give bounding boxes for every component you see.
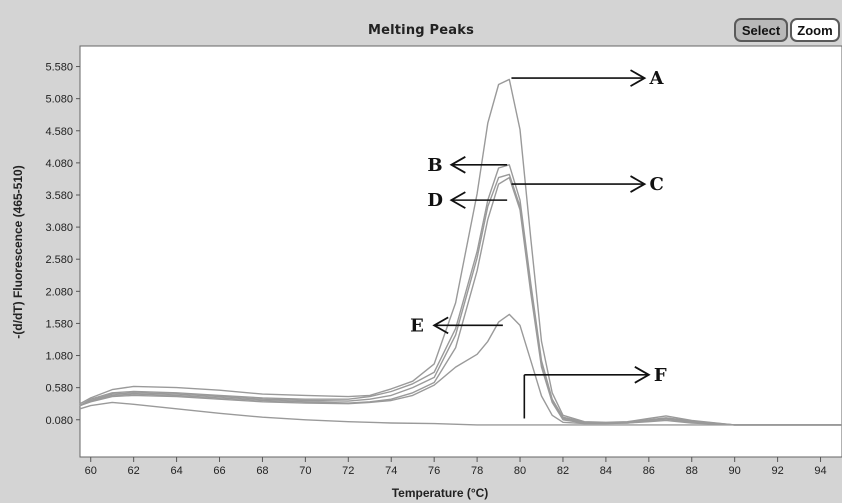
y-tick-label: 2.580 (45, 254, 73, 266)
annotation-arrowhead-d (449, 191, 466, 209)
select-button[interactable]: Select (734, 18, 788, 42)
y-tick-label: 5.580 (45, 62, 73, 74)
annotation-label-c: C (650, 174, 664, 195)
annotation-label-e: E (410, 315, 424, 336)
series-line-f (79, 401, 842, 426)
annotation-arrowhead-b (449, 156, 466, 174)
zoom-button[interactable]: Zoom (790, 18, 840, 42)
y-tick-label: 3.580 (45, 190, 73, 202)
y-tick-label: 3.080 (45, 222, 73, 234)
annotation-label-a: A (649, 68, 665, 89)
x-axis: 60 62 64 66 68 70 72 74 76 78 80 82 84 86 88 90 92 94 (85, 457, 827, 477)
x-tick-label: 60 (85, 465, 97, 477)
chart-title: Melting Peaks (367, 23, 475, 38)
x-tick-label: 78 (471, 465, 483, 477)
y-tick-label: 1.580 (45, 318, 73, 330)
x-tick-label: 62 (128, 465, 140, 477)
annotation-label-f: F (654, 365, 667, 386)
x-tick-label: 82 (557, 465, 569, 477)
y-axis: 0.080 0.580 1.080 1.580 2.080 2.580 3.080 3.580… (45, 62, 80, 427)
annotation-layer: A B C D E F (410, 68, 667, 419)
y-tick-label: 4.580 (45, 126, 73, 138)
annotation-arrowhead-e (432, 316, 449, 335)
x-tick-label: 66 (213, 465, 225, 477)
annotation-label-b: B (427, 155, 442, 176)
x-tick-label: 94 (814, 465, 826, 477)
plot-area (79, 45, 842, 458)
x-tick-label: 74 (385, 465, 397, 477)
y-tick-label: 5.080 (45, 94, 73, 106)
x-tick-label: 70 (299, 465, 311, 477)
y-tick-label: 0.080 (45, 415, 73, 427)
x-tick-label: 84 (600, 465, 612, 477)
series-line-e (79, 313, 842, 426)
annotation-arrowhead-a (630, 69, 647, 87)
y-axis-title: -(d/dT) Fluorescence (465-510) (11, 165, 25, 338)
annotation-arrowhead-c (630, 175, 647, 193)
x-tick-label: 76 (428, 465, 440, 477)
y-tick-label: 2.080 (45, 286, 73, 298)
x-tick-label: 86 (643, 465, 655, 477)
y-tick-label: 1.080 (45, 351, 73, 363)
x-tick-label: 68 (256, 465, 268, 477)
y-tick-label: 4.080 (45, 158, 73, 170)
x-tick-label: 64 (170, 465, 182, 477)
x-tick-label: 72 (342, 465, 354, 477)
annotation-arrowhead-f (634, 366, 651, 384)
annotation-label-d: D (427, 190, 443, 211)
y-tick-label: 0.580 (45, 383, 73, 395)
x-tick-label: 92 (771, 465, 783, 477)
series-layer (79, 78, 842, 426)
x-tick-label: 88 (686, 465, 698, 477)
x-tick-label: 80 (514, 465, 526, 477)
x-axis-title: Temperature (°C) (392, 486, 489, 500)
x-tick-label: 90 (729, 465, 741, 477)
